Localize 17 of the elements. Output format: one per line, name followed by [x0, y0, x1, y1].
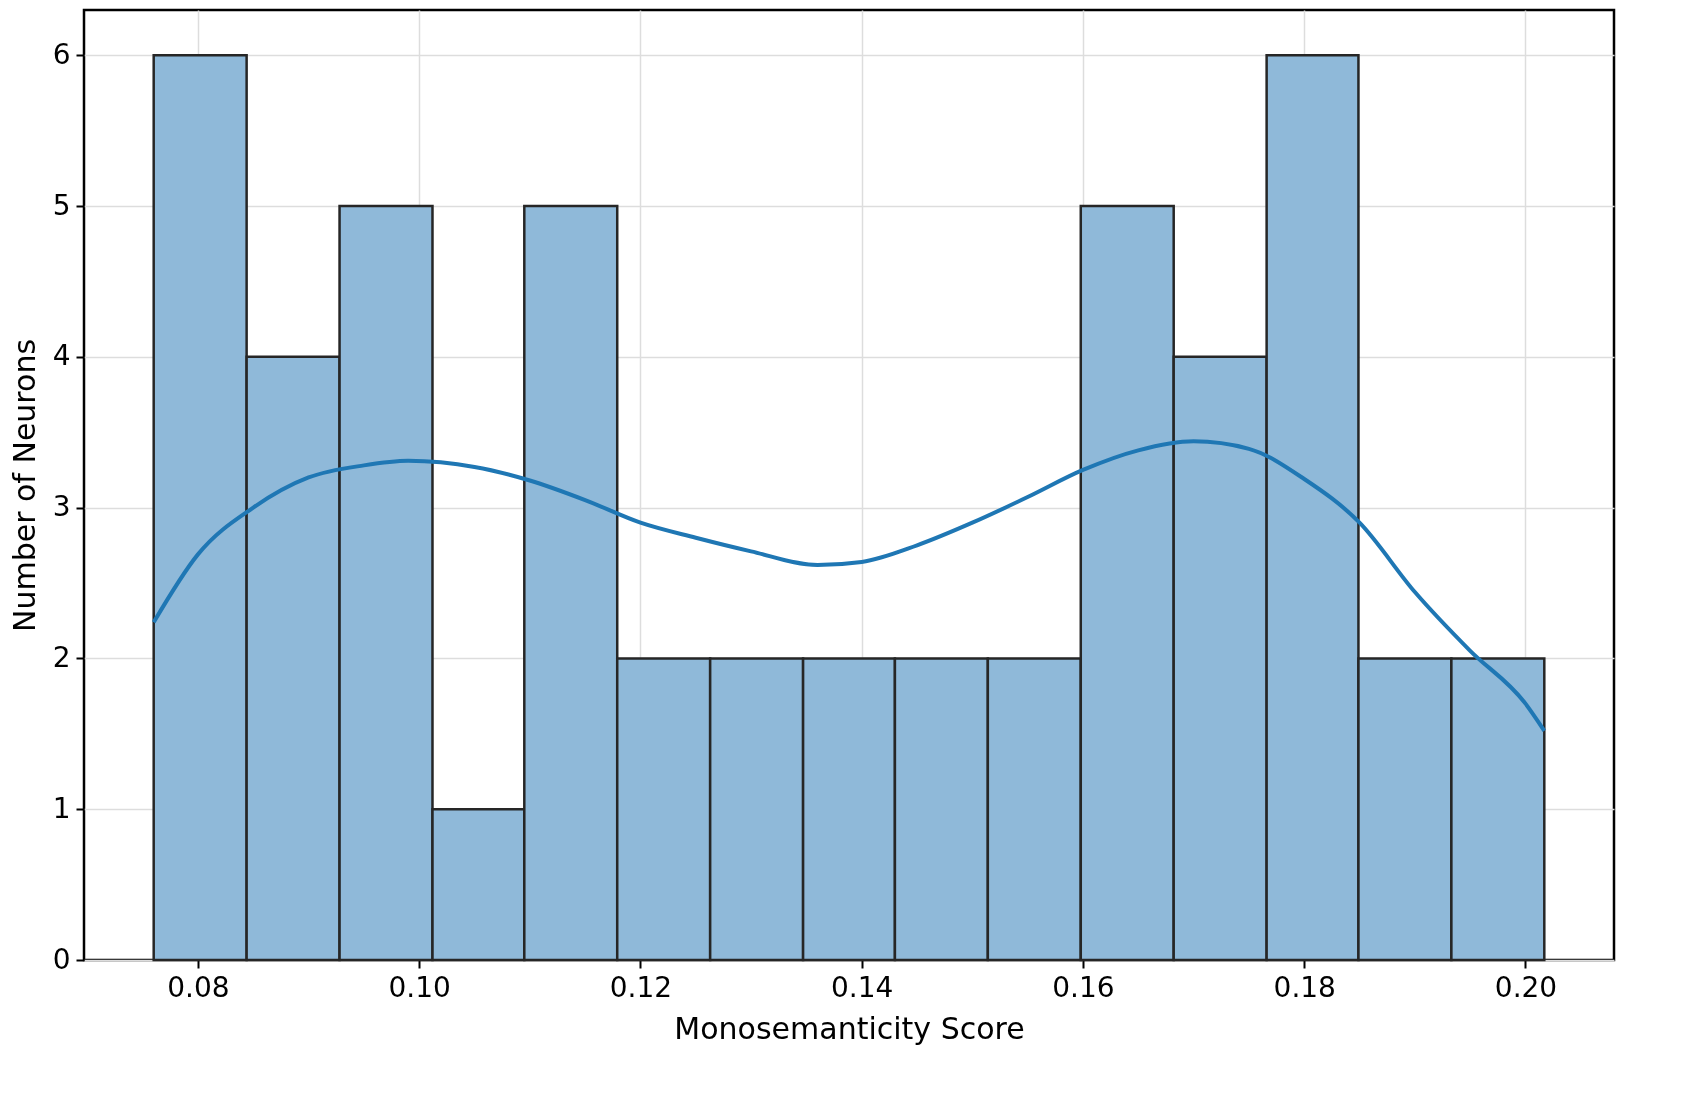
x-tick-label: 0.16 — [1052, 970, 1115, 1004]
y-tick-label: 4 — [52, 339, 71, 373]
x-tick-label: 0.12 — [609, 970, 673, 1004]
y-tick-label: 1 — [52, 791, 71, 825]
y-tick-label: 5 — [52, 188, 71, 222]
x-tick-label: 0.20 — [1494, 970, 1558, 1004]
x-tick-label: 0.18 — [1273, 970, 1336, 1004]
x-axis-title: Monosemanticity Score — [674, 1010, 1025, 1046]
y-tick-label: 2 — [52, 640, 71, 674]
y-tick-label: 0 — [52, 942, 71, 976]
line-series — [151, 439, 1547, 733]
y-tick-label: 6 — [52, 37, 71, 71]
y-tick-label: 3 — [52, 490, 71, 524]
x-tick-label: 0.08 — [167, 970, 230, 1004]
x-tick-label: 0.10 — [388, 970, 451, 1004]
y-axis-title: Number of Neurons — [6, 338, 42, 633]
x-tick-label: 0.14 — [831, 970, 894, 1004]
